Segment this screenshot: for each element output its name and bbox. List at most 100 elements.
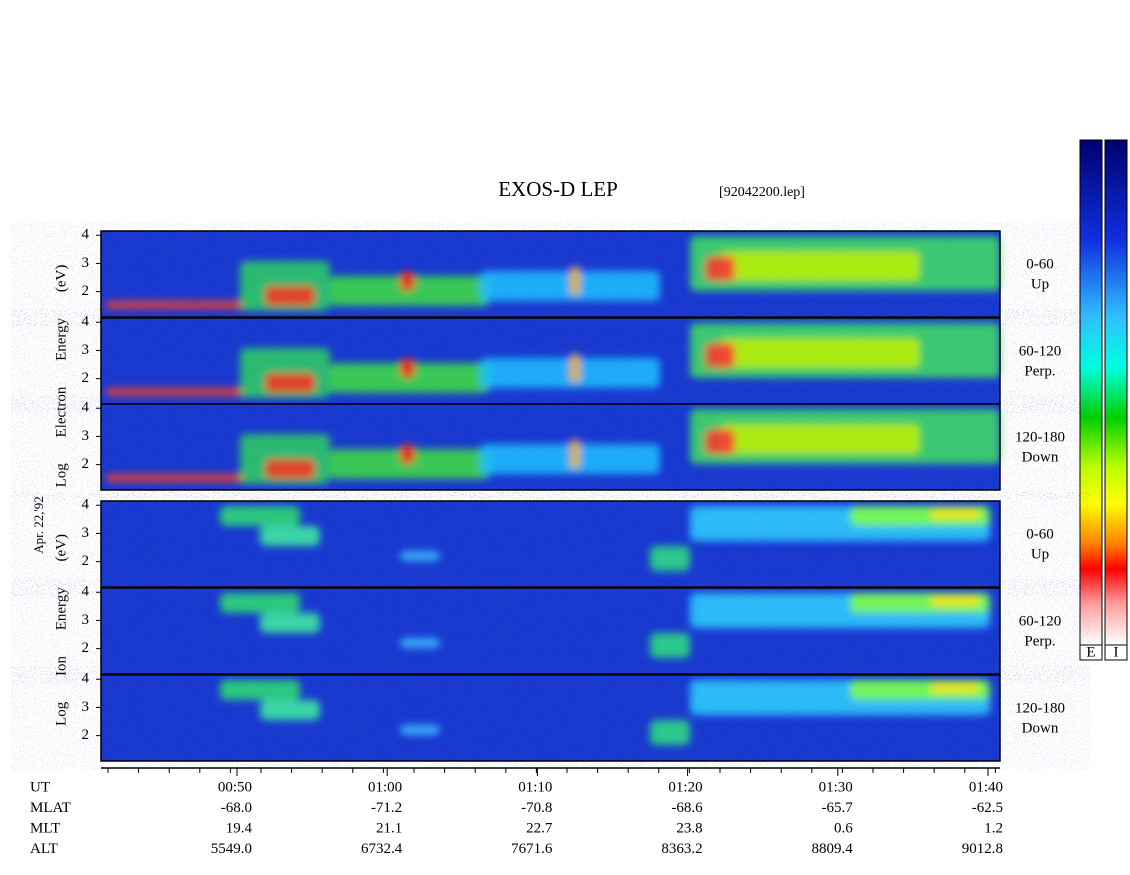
ephemeris-name: ALT	[30, 841, 58, 857]
spectrum-feature	[650, 546, 690, 571]
panel-frame	[100, 674, 1001, 762]
spectrum-feature	[105, 301, 250, 309]
panel-angle: 60-120	[1019, 613, 1062, 629]
spectrum-feature	[705, 256, 735, 281]
spectrum-feature	[220, 593, 300, 613]
y-tick-label: 2	[82, 456, 90, 472]
panel-angle: 120-180	[1015, 429, 1065, 445]
spectrum-feature	[220, 680, 300, 700]
ephemeris-value: 8363.2	[661, 841, 702, 857]
panel: 2 3 4	[82, 497, 1001, 588]
spectrum-feature	[105, 474, 250, 482]
panel-direction: Down	[1022, 449, 1059, 465]
y-tick-label: 3	[82, 699, 90, 715]
spectrum-feature	[400, 551, 440, 561]
y-tick-label: 2	[82, 640, 90, 656]
panel: 2 3 4	[82, 671, 1001, 762]
spectrum-feature	[330, 363, 490, 393]
ephemeris-value: 6732.4	[361, 841, 403, 857]
panel: 2 3 4	[82, 400, 1001, 491]
spectrum-feature	[650, 720, 690, 745]
panel-direction: Up	[1031, 276, 1049, 292]
colorbar-label: E	[1086, 644, 1095, 660]
spectrum-feature	[330, 276, 490, 306]
spectrum-features	[220, 506, 990, 571]
ephemeris-value: 19.4	[226, 820, 253, 836]
spectrum-feature	[260, 526, 320, 546]
colorbar-box	[1104, 644, 1128, 661]
ephemeris-value: 01:20	[668, 779, 702, 795]
ephemeris-value: 01:00	[368, 779, 402, 795]
panel-direction: Perp.	[1024, 633, 1055, 649]
ion-y-label: Log Ion Energy (eV)	[53, 534, 69, 726]
ephemeris-value: 01:30	[819, 779, 853, 795]
ephemeris-value: -65.7	[822, 800, 854, 816]
ephemeris-value: 21.1	[376, 820, 402, 836]
ephemeris-value: -70.8	[521, 800, 552, 816]
y-tick-label: 3	[82, 612, 90, 628]
y-tick-label: 3	[82, 255, 90, 271]
y-tick-label: 2	[82, 553, 90, 569]
spectrum-features	[105, 236, 1000, 311]
y-tick-label: 3	[82, 428, 90, 444]
panel-frame	[100, 230, 1001, 318]
spectrum-feature	[720, 424, 920, 454]
y-tick-label: 4	[82, 227, 90, 243]
ephemeris-value: 0.6	[834, 820, 853, 836]
ephemeris-value: -71.2	[371, 800, 402, 816]
spectrum-feature	[400, 358, 415, 378]
ephemeris-value: 23.8	[676, 820, 702, 836]
date-label: Apr. 22,'92	[31, 496, 46, 554]
y-tick-label: 4	[82, 671, 90, 687]
spectrum-feature	[105, 388, 250, 396]
spectrum-feature	[220, 506, 300, 526]
ephemeris-value: 9012.8	[962, 841, 1003, 857]
colorbar-box	[1079, 644, 1103, 661]
spectrum-feature	[330, 449, 490, 479]
panel-angle: 0-60	[1026, 526, 1054, 542]
panel-angle: 120-180	[1015, 700, 1065, 716]
ephemeris-value: 01:40	[969, 779, 1003, 795]
y-tick-label: 2	[82, 370, 90, 386]
ephemeris-value: 22.7	[526, 820, 553, 836]
file-label: [92042200.lep]	[719, 185, 805, 200]
spectrum-feature	[570, 266, 580, 296]
panel-direction: Down	[1022, 720, 1059, 736]
colorbar-label: I	[1114, 644, 1119, 660]
spectrum-feature	[265, 286, 315, 306]
spectrum-feature	[570, 439, 580, 469]
electron-y-label: Log Electron Energy (eV)	[53, 265, 69, 488]
y-tick-label: 4	[82, 400, 90, 416]
y-tick-label: 3	[82, 525, 90, 541]
panel-frame	[100, 500, 1001, 588]
y-tick-label: 4	[82, 497, 90, 513]
ephemeris-value: -68.6	[671, 800, 703, 816]
y-tick-label: 2	[82, 283, 90, 299]
ephemeris-value: -68.0	[221, 800, 252, 816]
ephemeris-value: 1.2	[984, 820, 1003, 836]
panel-frame	[100, 403, 1001, 491]
spectrum-feature	[930, 683, 980, 693]
spectrum-features	[220, 593, 990, 658]
colorbar-e	[1079, 139, 1103, 646]
ephemeris-value: 00:50	[218, 779, 252, 795]
y-tick-label: 4	[82, 584, 90, 600]
spectrum-feature	[570, 353, 580, 383]
spectrum-feature	[720, 338, 920, 368]
spectrum-feature	[260, 613, 320, 633]
ephemeris-value: 8809.4	[812, 841, 854, 857]
panel: 2 3 4	[82, 584, 1001, 675]
ephemeris-name: MLT	[30, 820, 60, 836]
panel-frame	[100, 587, 1001, 675]
spectrum-feature	[400, 638, 440, 648]
ephemeris-name: MLAT	[30, 800, 71, 816]
ephemeris-value: 01:10	[518, 779, 552, 795]
ephemeris-value: 7671.6	[511, 841, 553, 857]
spectrum-feature	[260, 700, 320, 720]
y-tick-label: 2	[82, 727, 90, 743]
spectrum-feature	[705, 429, 735, 454]
spectrum-feature	[400, 444, 415, 464]
spectrum-feature	[705, 343, 735, 368]
panel: 2 3 4	[82, 314, 1001, 405]
